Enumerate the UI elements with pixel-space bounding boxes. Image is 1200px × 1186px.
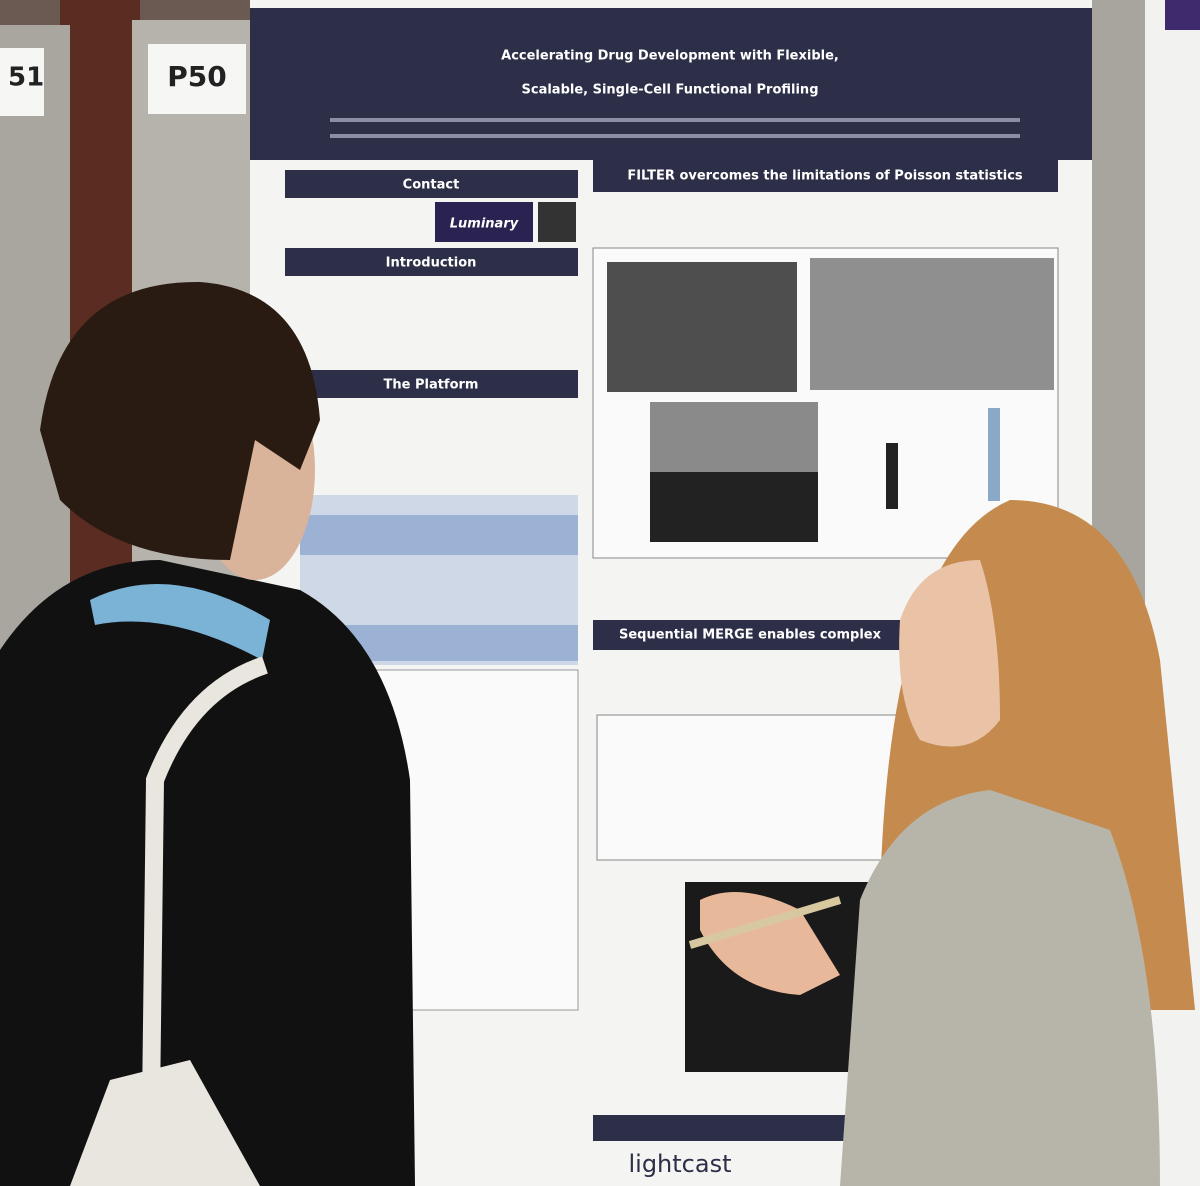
woman-top: [840, 790, 1160, 1186]
side-logo: [1165, 0, 1200, 30]
section-title: The Platform: [384, 378, 479, 393]
logo: Luminary: [450, 217, 519, 232]
pen: [688, 896, 842, 949]
man-sweater: [0, 560, 415, 1186]
section-title: FILTER overcomes the limitations of Pois…: [627, 169, 1023, 184]
figure-image: [607, 262, 797, 392]
board: [0, 25, 70, 685]
qr-code: [538, 202, 576, 242]
section-heading: [593, 160, 1058, 192]
woman-face: [899, 560, 1000, 747]
logo-box: [435, 202, 533, 242]
figure-bar: [988, 408, 1000, 501]
tote-bag: [70, 1060, 260, 1186]
authors: [330, 134, 1020, 138]
section-heading: [285, 370, 578, 398]
board-label: [0, 48, 44, 116]
poster-title: Scalable, Single-Cell Functional Profili…: [522, 83, 819, 98]
section-title: Sequential MERGE enables complex: [619, 628, 882, 643]
board-number: 51: [8, 63, 44, 93]
sponsor-logo: lightcast: [628, 1150, 731, 1178]
board-label: [148, 44, 246, 114]
section-title: Contact: [403, 178, 460, 193]
section-title: Introduction: [386, 256, 477, 271]
section-heading: [285, 248, 578, 276]
figure-image: [650, 402, 818, 472]
figure-bar: [886, 443, 898, 509]
diagram-layer: [300, 515, 578, 555]
figure-image: [810, 258, 1054, 390]
woman-hand: [700, 892, 840, 995]
authors: [330, 118, 1020, 122]
poster-title: Accelerating Drug Development with Flexi…: [501, 49, 839, 64]
figure: [596, 714, 898, 861]
lanyard: [90, 584, 270, 660]
board-number: P50: [167, 60, 227, 93]
section-heading: [285, 170, 578, 198]
man-hair: [40, 281, 320, 560]
bag-strap: [141, 656, 268, 1186]
